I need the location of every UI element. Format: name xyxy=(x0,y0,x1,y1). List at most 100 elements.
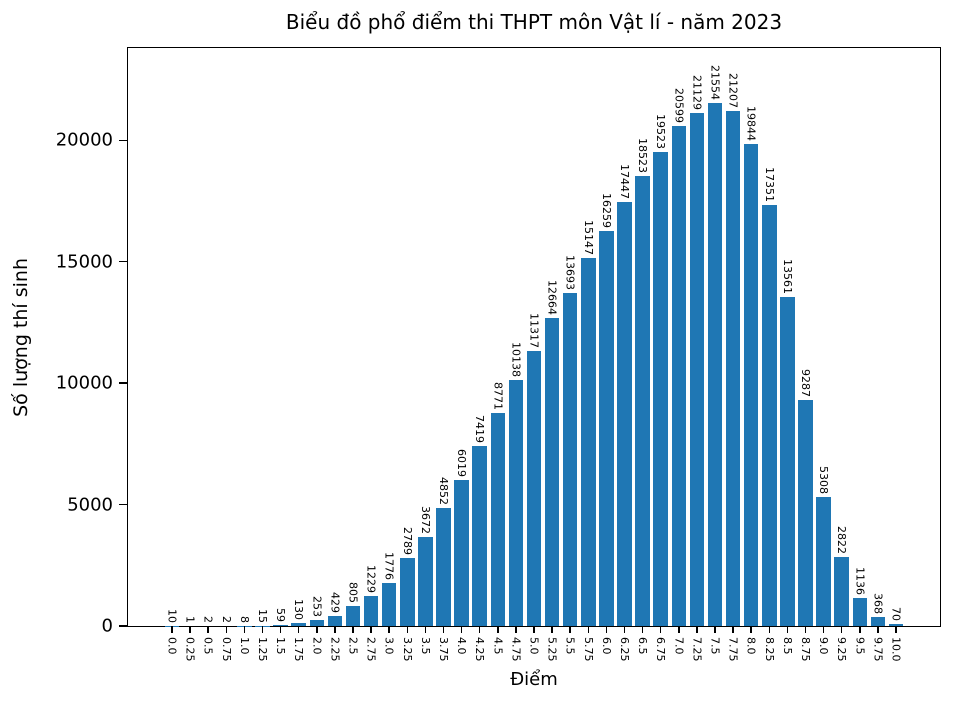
x-tick xyxy=(261,626,264,633)
bar xyxy=(834,557,849,626)
bar xyxy=(798,400,813,626)
x-tick xyxy=(316,626,318,633)
bar-value-label: 4852 xyxy=(437,477,450,506)
bar xyxy=(653,151,668,626)
x-tick-label: 7.0 xyxy=(672,637,686,655)
bar xyxy=(508,379,524,626)
x-tick-label: 0.75 xyxy=(219,637,233,662)
x-tick xyxy=(840,626,843,633)
y-tick xyxy=(118,260,127,263)
x-tick-label: 6.0 xyxy=(599,637,613,655)
bar xyxy=(671,125,687,626)
x-tick-label: 7.75 xyxy=(726,637,740,662)
x-tick-label: 9.5 xyxy=(853,637,867,655)
x-tick xyxy=(406,626,409,633)
bar-value-label: 2822 xyxy=(835,526,849,555)
bar xyxy=(816,497,831,626)
bar xyxy=(327,615,343,626)
x-tick-label: 6.5 xyxy=(636,637,650,655)
bar-value-label: 1229 xyxy=(364,565,378,594)
x-tick xyxy=(804,626,807,633)
bar-value-label: 8771 xyxy=(491,382,505,410)
x-tick xyxy=(533,626,535,633)
x-tick-label: 5.5 xyxy=(563,637,577,655)
bar-value-label: 19523 xyxy=(654,113,668,149)
bar xyxy=(762,204,777,626)
bar xyxy=(870,617,886,626)
x-tick-label: 3.25 xyxy=(400,637,414,662)
x-tick-label: 5.0 xyxy=(527,637,541,655)
x-tick xyxy=(587,626,590,633)
bar-value-label: 20599 xyxy=(672,87,686,123)
y-tick-label: 20000 xyxy=(55,129,113,151)
y-tick xyxy=(118,382,127,384)
x-tick xyxy=(569,626,571,633)
x-tick xyxy=(370,626,372,633)
bar xyxy=(454,479,469,626)
x-tick xyxy=(714,626,716,633)
bar-value-label: 2 xyxy=(201,615,215,623)
x-tick xyxy=(171,626,173,633)
bar-value-label: 15147 xyxy=(581,220,595,256)
x-tick xyxy=(605,626,608,633)
y-tick-label: 0 xyxy=(101,615,113,637)
x-tick-label: 4.5 xyxy=(491,637,505,655)
y-axis-label-wrap: Số lượng thí sinh xyxy=(6,47,36,627)
x-tick-label: 4.25 xyxy=(473,637,487,662)
bar xyxy=(635,176,650,626)
bar xyxy=(562,293,578,626)
bar-value-label: 15 xyxy=(256,608,269,623)
bar xyxy=(888,624,904,626)
x-tick-label: 2.0 xyxy=(310,637,324,655)
x-tick xyxy=(388,626,390,633)
x-tick-label: 4.75 xyxy=(509,637,523,662)
bar xyxy=(345,606,361,626)
x-tick-label: 0.5 xyxy=(201,637,215,655)
bar-value-label: 368 xyxy=(871,593,885,615)
bar-value-label: 5308 xyxy=(817,466,831,495)
bar xyxy=(689,112,705,626)
bar xyxy=(436,508,451,626)
bar xyxy=(381,582,397,626)
x-tick-label: 2.5 xyxy=(346,637,360,655)
x-tick-label: 3.0 xyxy=(382,637,396,655)
bar xyxy=(707,102,723,626)
bar-value-label: 130 xyxy=(292,598,306,620)
bar-value-label: 1776 xyxy=(382,551,396,580)
x-tick-label: 8.25 xyxy=(762,637,776,662)
x-tick xyxy=(696,626,698,633)
bar xyxy=(418,536,433,626)
bar-value-label: 13693 xyxy=(563,255,577,291)
x-tick-label: 2.25 xyxy=(328,637,342,662)
bar-value-label: 18523 xyxy=(636,138,650,174)
y-tick-label: 5000 xyxy=(67,494,113,516)
x-tick xyxy=(877,626,879,633)
x-tick-label: 8.0 xyxy=(744,637,758,655)
bar-value-label: 12664 xyxy=(545,280,559,316)
bar-value-label: 21207 xyxy=(726,72,740,108)
x-tick xyxy=(297,626,300,633)
bar xyxy=(526,351,542,626)
x-tick-label: 0.0 xyxy=(165,637,179,655)
x-tick-label: 1.0 xyxy=(237,637,251,655)
bar-value-label: 6019 xyxy=(455,448,469,477)
bar xyxy=(780,296,795,626)
bar xyxy=(617,202,632,626)
bar xyxy=(725,110,741,626)
bar-value-label: 2 xyxy=(219,615,233,623)
y-tick xyxy=(118,625,127,627)
bar-value-label: 3672 xyxy=(418,505,432,534)
x-tick xyxy=(424,626,427,633)
x-tick-label: 1.5 xyxy=(274,637,288,655)
bar-value-label: 70 xyxy=(889,607,903,622)
x-tick xyxy=(442,626,445,633)
bar xyxy=(743,144,759,626)
bar xyxy=(273,624,288,626)
x-tick-label: 3.75 xyxy=(437,637,450,662)
x-tick-label: 8.75 xyxy=(799,637,812,662)
x-tick xyxy=(859,626,861,633)
x-tick xyxy=(551,626,553,633)
x-tick xyxy=(895,626,897,633)
plot-area: 0 5000 10000 15000 20000 10 0.0 1 0.25 2 0.5 2 0.75 8… xyxy=(56,47,941,662)
x-tick xyxy=(768,626,771,633)
